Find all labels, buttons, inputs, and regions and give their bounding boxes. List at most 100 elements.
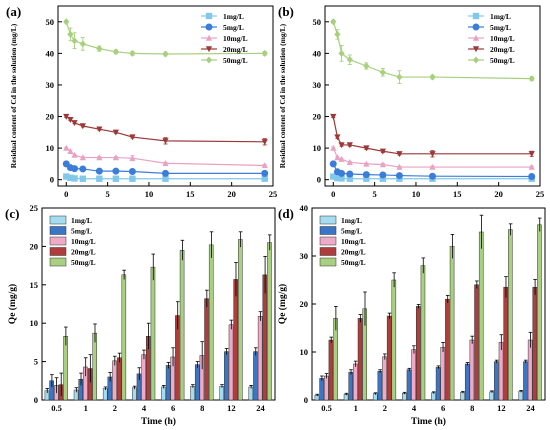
data-point [363, 160, 370, 167]
data-point [112, 175, 120, 182]
bar [161, 386, 166, 401]
bar [112, 360, 117, 401]
y-tick-label: 40 [46, 48, 55, 58]
bar [253, 351, 258, 401]
bar [537, 224, 542, 401]
bar [411, 349, 416, 401]
data-point [362, 171, 370, 179]
bar [248, 386, 254, 401]
data-point [528, 163, 535, 170]
legend-label: 1mg/L [490, 12, 511, 21]
data-point [363, 145, 370, 152]
bar [431, 392, 436, 401]
x-tick-label: 25 [269, 189, 278, 199]
series-20mg/L [58, 255, 268, 401]
legend-marker [205, 23, 213, 31]
legend-swatch [319, 236, 337, 246]
y-tick-label: 20 [46, 112, 55, 122]
bar [141, 354, 146, 401]
legend-marker [205, 46, 213, 53]
series-50mg/L [63, 18, 268, 58]
bar [323, 375, 329, 401]
series-5mg/L [329, 160, 536, 181]
bar [208, 244, 214, 401]
plot-frame [41, 207, 276, 401]
data-point [429, 163, 436, 170]
y-tick-label: 0 [34, 395, 38, 405]
data-point [71, 37, 78, 45]
bar [460, 392, 465, 401]
bar [464, 363, 470, 401]
y-tick-label: 40 [313, 48, 322, 58]
x-axis-label: Time (h) [411, 416, 446, 427]
bar [416, 306, 421, 401]
bar [440, 346, 446, 401]
x-tick-label: 8 [470, 403, 474, 413]
legend-swatch [319, 215, 337, 225]
data-point [338, 155, 345, 162]
x-tick-label: 4 [142, 403, 147, 413]
data-point [79, 123, 86, 130]
y-tick-label: 0 [50, 175, 54, 185]
legend-swatch [49, 215, 67, 225]
y-tick-label: 30 [313, 80, 322, 90]
bar [508, 229, 513, 401]
data-point [112, 129, 119, 136]
data-point [96, 126, 103, 133]
bar [92, 332, 97, 401]
y-tick-label: 25 [30, 203, 39, 213]
plot-frame [324, 5, 541, 187]
bar [478, 231, 484, 401]
bar [449, 246, 455, 401]
data-point [67, 30, 74, 38]
data-point [396, 73, 403, 81]
series-10mg/L [323, 331, 533, 401]
bar [190, 385, 195, 401]
data-point [346, 170, 354, 178]
data-point [261, 49, 268, 57]
legend-label: 50mg/L [71, 258, 96, 267]
bar [523, 361, 528, 401]
data-point [379, 148, 386, 155]
data-point [112, 154, 119, 161]
data-point [162, 138, 169, 145]
data-point [96, 45, 103, 53]
data-point [79, 154, 86, 161]
data-point [379, 68, 386, 76]
data-point [162, 50, 169, 58]
series-1mg/L [314, 389, 524, 401]
y-tick-label: 50 [46, 17, 55, 27]
data-point [96, 175, 103, 182]
legend-label: 1mg/L [223, 12, 244, 21]
data-point [395, 172, 403, 180]
x-tick-label: 6 [171, 403, 175, 413]
bar [204, 298, 209, 401]
x-tick-label: 5 [105, 189, 109, 199]
data-point [334, 154, 341, 161]
x-axis-label: Time (h) [141, 416, 176, 427]
data-point [363, 62, 370, 70]
data-point [71, 151, 78, 158]
y-tick-label: 10 [300, 347, 309, 357]
y-tick-label: 15 [30, 280, 39, 290]
bar [357, 318, 363, 401]
bar [469, 339, 475, 401]
series-5mg/L [319, 359, 528, 401]
data-point [330, 18, 337, 26]
x-tick-label: 0 [331, 189, 335, 199]
data-point [63, 18, 70, 26]
bar [328, 339, 334, 401]
data-point [379, 161, 386, 168]
legend-label: 5mg/L [490, 23, 511, 32]
data-point [79, 165, 87, 173]
data-point [63, 113, 70, 120]
legend-label: 50mg/L [341, 258, 366, 267]
series-1mg/L [63, 173, 268, 182]
data-point [128, 167, 136, 175]
legend-label: 5mg/L [341, 227, 362, 236]
